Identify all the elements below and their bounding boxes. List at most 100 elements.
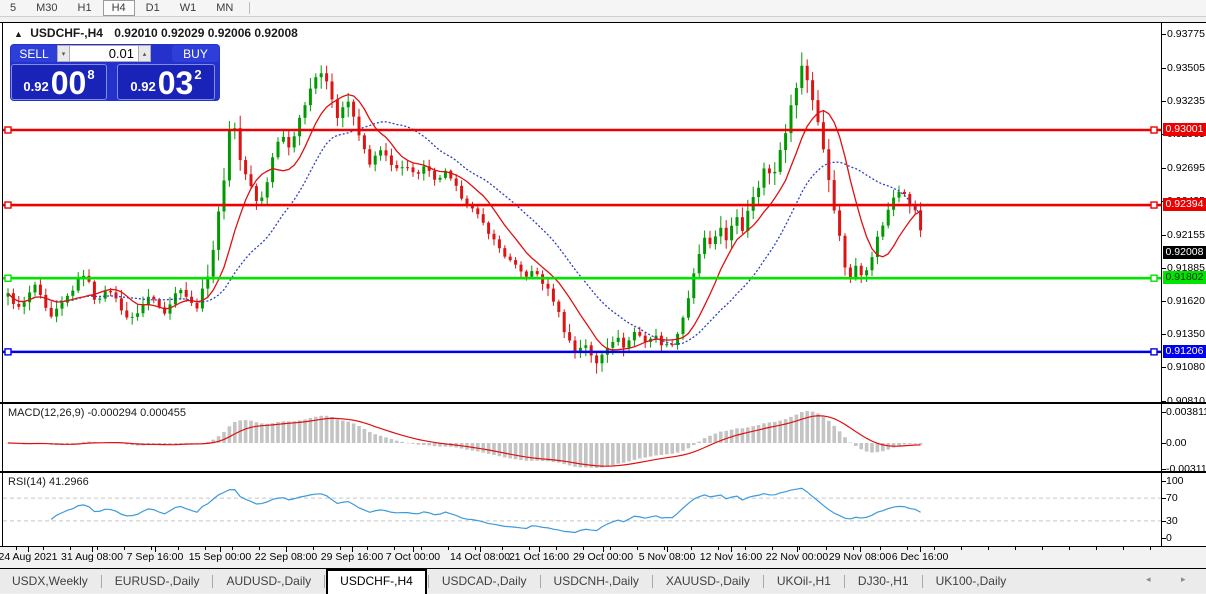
- tab-divider: [427, 574, 429, 588]
- symbol-tab-usdcad-daily[interactable]: USDCAD-,Daily: [441, 573, 527, 588]
- date-label: 7 Sep 16:00: [126, 551, 184, 563]
- symbol-tab-bar: USDX,Weekly EURUSD-,Daily AUDUSD-,Daily USD…: [0, 568, 1206, 594]
- date-minor-tick: [232, 547, 233, 550]
- date-minor-tick: [475, 547, 476, 550]
- tab-divider: [539, 574, 541, 588]
- main-chart-canvas[interactable]: [3, 23, 1161, 402]
- timeframe-button-d1[interactable]: D1: [145, 2, 160, 14]
- sell-price-pip-digit: 8: [87, 67, 95, 82]
- date-major-tick: [155, 547, 156, 552]
- date-minor-tick: [1123, 547, 1124, 550]
- tabs-top-border: [0, 568, 1206, 569]
- date-minor-tick: [691, 547, 692, 550]
- date-major-tick: [603, 547, 604, 552]
- date-major-tick: [860, 547, 861, 552]
- date-minor-tick: [745, 547, 746, 550]
- date-minor-tick: [529, 547, 530, 550]
- rsi-axis-label: 30: [1166, 515, 1178, 527]
- date-major-tick: [220, 547, 221, 552]
- rsi-bottom-border: [0, 546, 1206, 547]
- chart-ohlc-values: 0.92010 0.92029 0.92006 0.92008: [114, 26, 298, 40]
- macd-panel-canvas[interactable]: [3, 405, 1161, 471]
- tab-divider: [651, 574, 653, 588]
- volume-increase-button[interactable]: ▴: [138, 45, 151, 62]
- date-minor-tick: [907, 547, 908, 550]
- sell-button[interactable]: SELL: [11, 45, 57, 62]
- symbol-tab-dj30-h1[interactable]: DJ30-,H1: [857, 573, 909, 588]
- buy-price-display[interactable]: 0.92 03 2: [117, 64, 215, 100]
- date-major-tick: [920, 547, 921, 552]
- date-minor-tick: [97, 547, 98, 550]
- date-minor-tick: [880, 547, 881, 550]
- sell-price-display[interactable]: 0.92 00 8: [11, 64, 107, 100]
- date-minor-tick: [421, 547, 422, 550]
- chart-left-border: [2, 22, 3, 547]
- tabs-scroll-left-arrow[interactable]: ◂: [1146, 574, 1151, 584]
- symbol-tab-uk100-daily[interactable]: UK100-,Daily: [935, 573, 1007, 588]
- timeframe-button-h4[interactable]: H4: [102, 0, 135, 16]
- timeframe-button-5[interactable]: 5: [10, 2, 17, 14]
- date-label: 31 Aug 08:00: [61, 551, 123, 563]
- symbol-tab-usdx-weekly[interactable]: USDX,Weekly: [12, 573, 88, 588]
- tab-divider: [843, 574, 845, 588]
- chart-title-bar: ▲ USDCHF-,H4 0.92010 0.92029 0.92006 0.9…: [14, 26, 298, 40]
- date-axis[interactable]: 24 Aug 2021 31 Aug 08:00 7 Sep 16:00 15 Sep…: [0, 547, 1206, 568]
- symbol-tab-usdchf-h4[interactable]: USDCHF-,H4: [326, 568, 427, 594]
- date-label: 5 Nov 08:00: [638, 551, 696, 563]
- timeframe-button-mn[interactable]: MN: [216, 2, 234, 14]
- symbol-tab-audusd-daily[interactable]: AUDUSD-,Daily: [226, 573, 312, 588]
- date-minor-tick: [394, 547, 395, 550]
- sell-price-prefix: 0.92: [23, 79, 49, 94]
- price-tick-mark: [1161, 300, 1166, 302]
- timeframe-button-h1[interactable]: H1: [77, 2, 92, 14]
- toolbar-separator: [249, 2, 251, 14]
- level-price-tag: 0.92394: [1163, 198, 1206, 212]
- date-label: 29 Nov 08:00: [828, 551, 892, 563]
- level-price-tag: 0.93001: [1163, 123, 1206, 136]
- tabs-scroll-right-arrow[interactable]: ▸: [1181, 574, 1186, 584]
- macd-axis-label: 0.00: [1166, 437, 1187, 449]
- price-tick-mark: [1161, 400, 1166, 402]
- date-minor-tick: [340, 547, 341, 550]
- date-minor-tick: [70, 547, 71, 550]
- symbol-tab-usdcnh-daily[interactable]: USDCNH-,Daily: [553, 573, 639, 588]
- date-label: 24 Aug 2021: [0, 551, 58, 563]
- date-minor-tick: [313, 547, 314, 550]
- date-minor-tick: [448, 547, 449, 550]
- date-minor-tick: [1150, 547, 1151, 550]
- rsi-panel-canvas[interactable]: [3, 473, 1161, 546]
- macd-axis-tick-mark: [1161, 469, 1166, 470]
- volume-decrease-button[interactable]: ▾: [57, 45, 70, 62]
- main-macd-separator[interactable]: [0, 402, 1206, 404]
- macd-rsi-separator[interactable]: [0, 471, 1206, 473]
- macd-axis-label: 0.003811: [1166, 406, 1206, 418]
- date-label: 29 Oct 00:00: [572, 551, 634, 563]
- volume-input[interactable]: [70, 45, 138, 62]
- price-tick-label: 0.91885: [1167, 261, 1205, 274]
- timeframe-button-m30[interactable]: M30: [36, 2, 58, 14]
- date-label: 12 Nov 16:00: [699, 551, 763, 563]
- date-major-tick: [92, 547, 93, 552]
- rsi-axis-tick-mark: [1161, 481, 1166, 482]
- rsi-axis-label: 0: [1166, 532, 1172, 544]
- date-minor-tick: [259, 547, 260, 550]
- macd-indicator-label: MACD(12,26,9) -0.000294 0.000455: [8, 407, 186, 419]
- price-tick-mark: [1161, 367, 1166, 369]
- level-price-tag: 0.91206: [1163, 344, 1206, 358]
- rsi-axis-tick-mark: [1161, 521, 1166, 522]
- rsi-indicator-label: RSI(14) 41.2966: [8, 476, 89, 488]
- price-tick-label: 0.93775: [1167, 28, 1205, 41]
- collapse-arrow-icon[interactable]: ▲: [14, 29, 23, 39]
- date-minor-tick: [43, 547, 44, 550]
- rsi-axis-tick-mark: [1161, 538, 1166, 539]
- symbol-tab-ukoil-h1[interactable]: UKOil-,H1: [776, 573, 831, 588]
- date-minor-tick: [205, 547, 206, 550]
- buy-button[interactable]: BUY: [172, 45, 219, 62]
- date-major-tick: [28, 547, 29, 552]
- symbol-tab-xauusd-daily[interactable]: XAUUSD-,Daily: [665, 573, 750, 588]
- symbol-tab-eurusd-daily[interactable]: EURUSD-,Daily: [114, 573, 200, 588]
- rsi-axis-tick-mark: [1161, 498, 1166, 499]
- price-tick-label: 0.93235: [1167, 95, 1205, 108]
- timeframe-toolbar: 5 M30 H1 H4 D1 W1 MN: [0, 0, 1206, 17]
- timeframe-button-w1[interactable]: W1: [179, 2, 197, 14]
